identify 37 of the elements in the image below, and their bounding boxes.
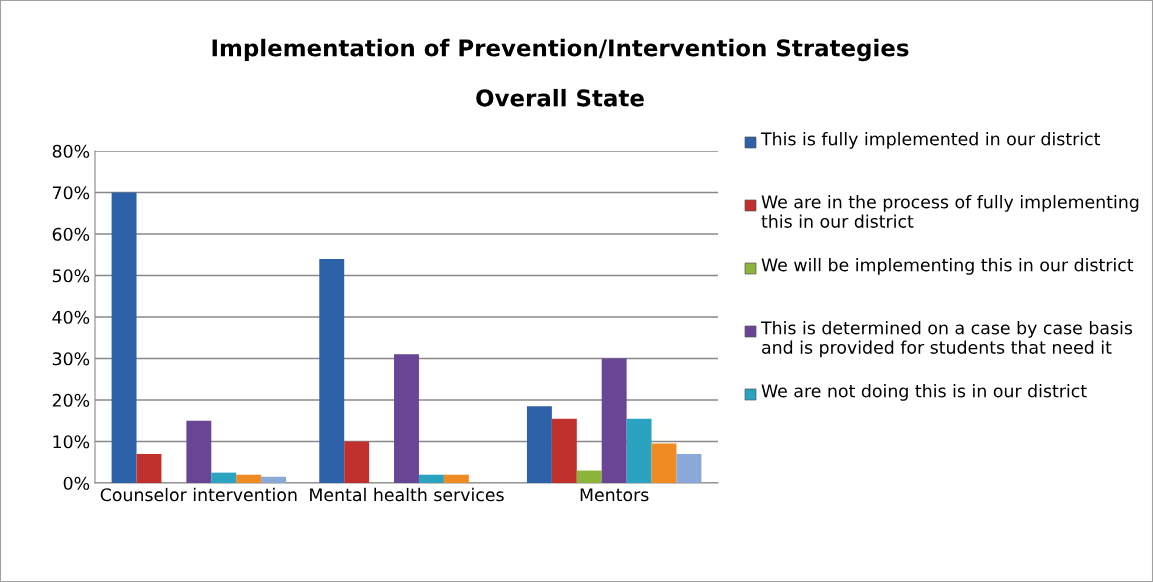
y-tick-label: 80%	[52, 144, 90, 158]
bar	[576, 470, 602, 483]
bar	[551, 418, 577, 483]
bar	[601, 358, 627, 483]
y-tick-label: 60%	[52, 227, 90, 241]
bar	[319, 258, 345, 483]
y-tick-label: 30%	[52, 352, 90, 366]
x-tick-label: Mental health services	[310, 487, 504, 502]
y-tick-label: 50%	[52, 269, 90, 283]
chart-title: Implementation of Prevention/Intervention Strategies	[212, 38, 909, 62]
y-tick-label: 40%	[52, 310, 90, 324]
bar	[676, 453, 702, 483]
legend-label: We will be implementing this in our district	[761, 258, 1134, 275]
bar	[443, 474, 469, 483]
y-tick-label: 0%	[63, 476, 90, 490]
bar	[394, 354, 419, 483]
x-tick-label: Counselor intervention	[100, 487, 297, 502]
bar	[236, 474, 262, 483]
chart-subtitle: Overall State	[476, 88, 644, 107]
y-tick-label: 10%	[53, 435, 90, 449]
bar	[211, 472, 237, 483]
bar	[344, 441, 370, 483]
bar	[186, 420, 212, 483]
legend-label: This is fully implemented in our district	[760, 132, 1101, 149]
bar	[111, 192, 137, 483]
legend-label: This is determined on a case by case basis and is provided for students that need it	[760, 321, 1133, 358]
bar	[526, 406, 552, 483]
y-tick-label: 20%	[52, 393, 90, 407]
legend-label: We are in the process of fully implementing this in our district	[761, 195, 1139, 228]
bar	[651, 443, 677, 483]
legend-label: We are not doing this is in our district	[761, 384, 1087, 401]
x-tick-label: Mentors	[580, 488, 649, 502]
bar	[261, 476, 287, 483]
bar	[136, 453, 162, 483]
bar	[418, 474, 444, 483]
bar	[626, 418, 652, 483]
y-tick-label: 70%	[52, 186, 90, 200]
